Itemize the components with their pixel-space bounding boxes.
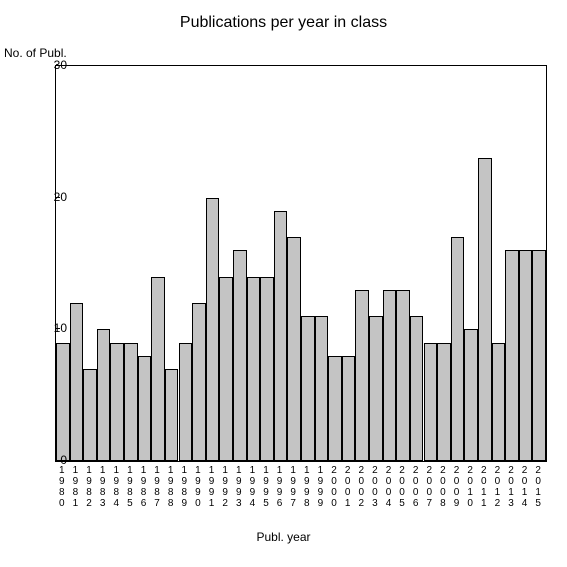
bar xyxy=(56,343,70,462)
bar xyxy=(247,277,261,461)
x-tick-label: 1983 xyxy=(98,465,108,509)
x-tick-label: 1981 xyxy=(70,465,80,509)
bar xyxy=(179,343,193,462)
bar xyxy=(383,290,397,461)
bar xyxy=(342,356,356,461)
x-tick-label: 2007 xyxy=(424,465,434,509)
bar xyxy=(138,356,152,461)
x-tick-label: 1990 xyxy=(193,465,203,509)
x-tick-label: 2013 xyxy=(506,465,516,509)
bar xyxy=(532,250,546,461)
x-tick-label: 2014 xyxy=(520,465,530,509)
y-tick-mark xyxy=(55,197,60,198)
x-tick-label: 1980 xyxy=(57,465,67,509)
y-tick-mark xyxy=(55,328,60,329)
bar xyxy=(83,369,97,461)
x-tick-label: 1999 xyxy=(315,465,325,509)
x-tick-label: 2010 xyxy=(465,465,475,509)
bar xyxy=(219,277,233,461)
bar xyxy=(410,316,424,461)
x-tick-label: 2001 xyxy=(343,465,353,509)
plot-area xyxy=(55,65,547,462)
bar xyxy=(355,290,369,461)
x-tick-label: 2015 xyxy=(533,465,543,509)
x-tick-label: 1996 xyxy=(275,465,285,509)
x-tick-label: 2005 xyxy=(397,465,407,509)
x-tick-label: 1998 xyxy=(302,465,312,509)
bar xyxy=(519,250,533,461)
bar xyxy=(274,211,288,461)
x-tick-label: 1987 xyxy=(152,465,162,509)
bar xyxy=(165,369,179,461)
bar xyxy=(70,303,84,461)
x-tick-label: 1985 xyxy=(125,465,135,509)
bar xyxy=(110,343,124,462)
x-tick-label: 2002 xyxy=(356,465,366,509)
x-axis-label: Publ. year xyxy=(0,530,567,544)
x-tick-label: 2009 xyxy=(452,465,462,509)
bar xyxy=(192,303,206,461)
bar xyxy=(328,356,342,461)
bar xyxy=(124,343,138,462)
bar xyxy=(369,316,383,461)
x-tick-label: 1984 xyxy=(111,465,121,509)
bar xyxy=(206,198,220,461)
bar xyxy=(424,343,438,462)
x-tick-label: 1995 xyxy=(261,465,271,509)
y-tick-mark xyxy=(55,460,60,461)
bar xyxy=(97,329,111,461)
x-tick-label: 1989 xyxy=(179,465,189,509)
x-tick-label: 2011 xyxy=(479,465,489,509)
bar xyxy=(301,316,315,461)
chart-title: Publications per year in class xyxy=(0,14,567,32)
bar xyxy=(451,237,465,461)
chart-container: Publications per year in class No. of Pu… xyxy=(0,0,567,567)
x-tick-label: 2000 xyxy=(329,465,339,509)
x-tick-label: 1992 xyxy=(220,465,230,509)
x-tick-label: 1994 xyxy=(247,465,257,509)
x-tick-label: 2008 xyxy=(438,465,448,509)
bar xyxy=(233,250,247,461)
bar xyxy=(396,290,410,461)
bar xyxy=(464,329,478,461)
bar xyxy=(260,277,274,461)
x-tick-label: 1993 xyxy=(234,465,244,509)
bar xyxy=(505,250,519,461)
x-tick-label: 1991 xyxy=(207,465,217,509)
bar xyxy=(437,343,451,462)
x-tick-label: 2012 xyxy=(492,465,502,509)
bar xyxy=(315,316,329,461)
bar xyxy=(287,237,301,461)
bar xyxy=(478,158,492,461)
bar xyxy=(151,277,165,461)
x-tick-label: 2006 xyxy=(411,465,421,509)
x-tick-label: 1986 xyxy=(138,465,148,509)
x-tick-label: 1988 xyxy=(166,465,176,509)
x-tick-label: 2003 xyxy=(370,465,380,509)
y-tick-mark xyxy=(55,65,60,66)
x-tick-label: 1997 xyxy=(288,465,298,509)
x-tick-label: 1982 xyxy=(84,465,94,509)
bar xyxy=(492,343,506,462)
x-tick-label: 2004 xyxy=(383,465,393,509)
